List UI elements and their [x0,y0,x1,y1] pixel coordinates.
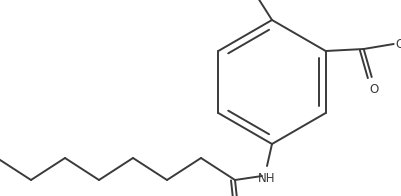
Text: NH: NH [258,172,276,185]
Text: O: O [369,83,378,96]
Text: OH: OH [396,37,401,51]
